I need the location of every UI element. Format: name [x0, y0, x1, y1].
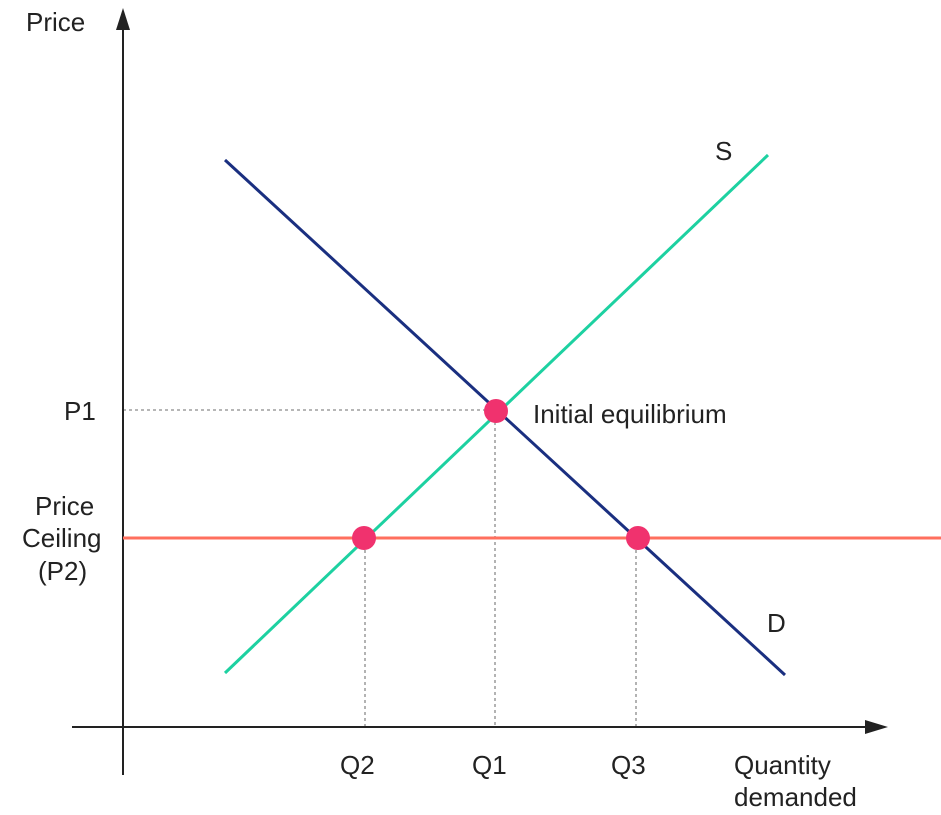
price-ceiling-label-line1: Price — [35, 491, 94, 521]
x-axis-label-line1: Quantity — [734, 750, 831, 780]
q1-label: Q1 — [472, 750, 507, 780]
q2-label: Q2 — [340, 750, 375, 780]
guide-lines — [123, 409, 637, 727]
x-axis-label-line2: demanded — [734, 782, 857, 810]
points — [352, 399, 650, 550]
arrow-up-icon — [116, 8, 130, 30]
axes — [72, 8, 888, 775]
y-axis-label: Price — [26, 7, 85, 37]
q3-demand-point — [626, 526, 650, 550]
supply-label: S — [715, 136, 732, 166]
price-ceiling-label-line3: (P2) — [38, 556, 87, 586]
arrow-right-icon — [865, 720, 888, 734]
demand-label: D — [767, 608, 786, 638]
q3-label: Q3 — [611, 750, 646, 780]
q2-supply-point — [352, 526, 376, 550]
p1-label: P1 — [64, 396, 96, 426]
equilibrium-point — [484, 399, 508, 423]
equilibrium-annotation: Initial equilibrium — [533, 399, 727, 429]
price-ceiling-label-line2: Ceiling — [22, 523, 102, 553]
